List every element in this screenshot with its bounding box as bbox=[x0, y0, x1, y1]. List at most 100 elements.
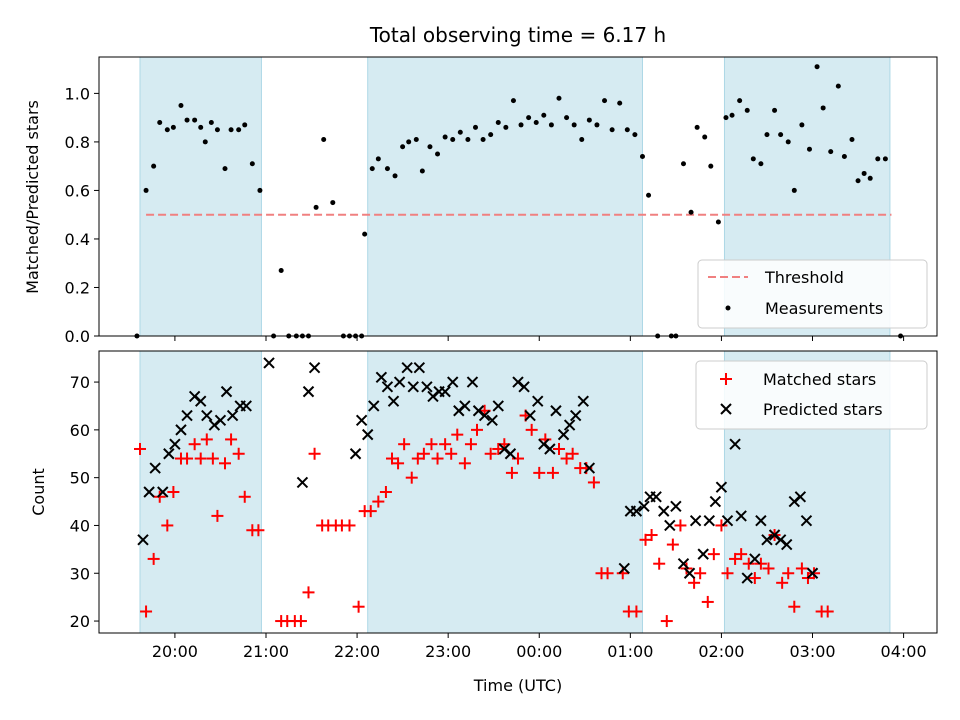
measurements-series bbox=[134, 64, 904, 339]
x-tick-label: 21:00 bbox=[243, 642, 289, 661]
measurement-point bbox=[744, 107, 750, 113]
measurement-point bbox=[680, 161, 686, 167]
measurement-point bbox=[882, 156, 888, 162]
matched-star-marker bbox=[206, 452, 219, 465]
measurement-point bbox=[157, 120, 163, 126]
measurement-point bbox=[526, 115, 532, 121]
measurement-point bbox=[814, 64, 820, 70]
measurement-point bbox=[861, 170, 867, 176]
matched-star-marker bbox=[505, 466, 518, 479]
predicted-star-marker bbox=[524, 409, 536, 422]
matched-star-marker bbox=[660, 615, 673, 628]
predicted-star-marker bbox=[421, 381, 433, 393]
predicted-star-marker bbox=[780, 538, 793, 551]
measurement-point bbox=[472, 124, 478, 130]
legend-measurements-swatch bbox=[725, 305, 731, 311]
matched-star-marker bbox=[645, 529, 658, 542]
matched-star-marker bbox=[788, 600, 801, 613]
predicted-star-marker bbox=[169, 438, 181, 450]
measurement-point bbox=[465, 136, 471, 142]
measurement-point bbox=[249, 161, 255, 167]
predicted-star-marker bbox=[741, 572, 753, 584]
measurement-point bbox=[723, 115, 729, 121]
predicted-star-marker bbox=[794, 491, 807, 503]
predicted-star-marker bbox=[721, 514, 734, 527]
predicted-star-marker bbox=[638, 500, 650, 513]
matched-star-marker bbox=[484, 447, 497, 460]
matched-star-marker bbox=[140, 605, 153, 618]
measurement-point bbox=[564, 115, 570, 121]
matched-star-marker bbox=[211, 509, 224, 522]
legend-matched-swatch bbox=[720, 373, 732, 385]
matched-star-marker bbox=[194, 452, 207, 465]
bottom-legend-box bbox=[695, 360, 928, 430]
top-legend-box bbox=[697, 259, 928, 329]
top-x-ticks bbox=[174, 336, 905, 341]
matched-star-marker bbox=[795, 562, 808, 575]
legend-threshold-label: Threshold bbox=[764, 268, 844, 287]
predicted-star-marker bbox=[532, 395, 544, 407]
predicted-star-marker bbox=[544, 443, 556, 455]
predicted-star-marker bbox=[302, 385, 315, 398]
measurement-point bbox=[791, 187, 797, 193]
measurement-point bbox=[321, 136, 327, 142]
predicted-star-marker bbox=[375, 371, 388, 383]
predicted-star-marker bbox=[518, 381, 530, 393]
matched-star-marker bbox=[666, 538, 679, 551]
predicted-star-marker bbox=[492, 400, 504, 412]
measurement-point bbox=[488, 132, 494, 138]
predicted-star-marker bbox=[670, 500, 682, 513]
predicted-star-marker bbox=[577, 395, 589, 407]
matched-star-marker bbox=[674, 519, 687, 532]
measurement-point bbox=[841, 153, 847, 159]
matched-star-marker bbox=[147, 552, 160, 565]
matched-star-marker bbox=[181, 452, 194, 465]
predicted-star-marker bbox=[143, 486, 155, 498]
matched-star-marker bbox=[352, 600, 365, 613]
y-tick-label: 20 bbox=[70, 612, 90, 631]
measurement-point bbox=[849, 136, 855, 142]
predicted-star-marker bbox=[504, 448, 517, 460]
predicted-star-marker bbox=[677, 557, 690, 570]
measurement-point bbox=[594, 122, 600, 128]
predicted-stars-series bbox=[137, 357, 819, 584]
measurement-point bbox=[151, 163, 157, 169]
bottom-x-ticks: 20:00 21:00 22:00 23:00 00:00 01:00 02:00 03:00… bbox=[152, 633, 927, 661]
measurement-point bbox=[617, 100, 623, 106]
matched-star-marker bbox=[398, 438, 411, 451]
matched-star-marker bbox=[431, 452, 444, 465]
x-tick-label: 02:00 bbox=[698, 642, 744, 661]
matched-star-marker bbox=[701, 595, 714, 608]
measurement-point bbox=[228, 127, 234, 133]
y-tick-label: 50 bbox=[70, 469, 90, 488]
predicted-star-marker bbox=[137, 534, 149, 546]
y-tick-label: 1.0 bbox=[65, 84, 90, 103]
shaded-interval-1 bbox=[139, 56, 262, 337]
measurement-point bbox=[330, 200, 336, 206]
predicted-star-marker bbox=[689, 514, 702, 527]
x-axis-label: Time (UTC) bbox=[473, 676, 562, 695]
y-tick-label: 40 bbox=[70, 516, 90, 535]
measurement-point bbox=[571, 122, 577, 128]
matched-star-marker bbox=[742, 557, 755, 570]
matched-star-marker bbox=[405, 471, 418, 484]
measurement-point bbox=[242, 122, 248, 128]
predicted-star-marker bbox=[220, 385, 233, 398]
y-tick-label: 60 bbox=[70, 421, 90, 440]
measurement-point bbox=[450, 136, 456, 142]
matched-star-marker bbox=[392, 457, 405, 470]
matched-star-marker bbox=[364, 505, 377, 518]
predicted-star-marker bbox=[658, 505, 670, 517]
matched-star-marker bbox=[694, 567, 707, 580]
predicted-star-marker bbox=[157, 486, 169, 498]
matched-star-marker bbox=[225, 433, 238, 446]
measurement-point bbox=[369, 166, 375, 172]
measurement-point bbox=[375, 156, 381, 162]
predicted-star-marker bbox=[407, 381, 419, 393]
matched-star-marker bbox=[464, 438, 477, 451]
measurement-point bbox=[758, 161, 764, 167]
matched-star-marker bbox=[445, 447, 458, 460]
measurement-point bbox=[778, 132, 784, 138]
legend-measurements-label: Measurements bbox=[765, 299, 883, 318]
shaded-interval-1 bbox=[139, 350, 262, 634]
